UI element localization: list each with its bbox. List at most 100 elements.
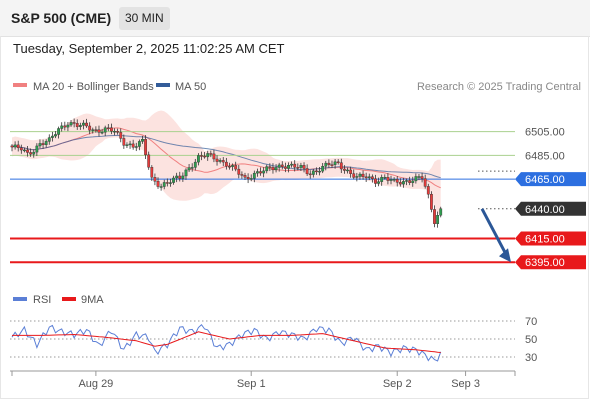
ma50-line [11,134,441,179]
candle-body [315,170,318,173]
candle [57,126,61,139]
candle-body [54,134,57,137]
candle [327,159,331,168]
candle-body [175,175,179,179]
candle [44,139,48,148]
price-tag-6415.00 [515,231,586,246]
candle [94,126,98,133]
candle [361,170,365,180]
candle [349,166,353,178]
candle-body [252,172,256,179]
candle-body [259,171,262,174]
candle-body [128,143,132,146]
candle-body [358,173,362,177]
candles [10,118,443,228]
candle [131,139,135,150]
copyright-label: Research © 2025 Trading Central [417,81,581,93]
candle-body [364,176,368,179]
candle [66,121,70,132]
candle-body [13,144,17,148]
candle-body [243,175,247,178]
candle [75,119,79,130]
candle [54,131,57,139]
candle-body [116,131,120,133]
candle [259,167,262,176]
rsi-level-label-70: 70 [525,316,537,328]
candle-body [60,125,64,129]
candle-body [296,167,300,169]
candle [268,163,272,172]
candle-body [209,153,213,155]
candle-body [246,177,250,180]
candle [103,125,107,137]
candle-body [283,166,287,169]
candle [343,165,346,174]
candle [218,158,222,164]
candle-body [433,209,436,224]
candle-body [277,164,281,168]
candle [88,122,92,135]
candle-body [172,177,175,183]
candle [280,161,284,170]
candle-body [57,128,61,135]
candle [256,168,259,177]
candle [91,127,95,134]
candle [374,174,377,187]
candle-body [144,139,147,156]
candle [433,205,436,228]
candle [169,178,172,187]
candle-body [389,179,393,181]
candle-body [88,125,92,131]
candle-body [383,176,387,179]
candle [277,162,281,172]
candle-body [75,123,79,127]
candle [352,169,356,180]
candle-body [299,165,303,168]
candle [137,139,141,151]
timestamp: Tuesday, September 2, 2025 11:02:25 AM C… [13,41,285,56]
candle [430,191,433,213]
candle [29,148,33,157]
candle-body [352,173,356,178]
candle [26,146,29,157]
candle-body [125,144,129,146]
candle-body [349,169,353,174]
candle [162,179,166,190]
symbol-title: S&P 500 (CME) [11,10,112,26]
candle [380,174,384,186]
candle-body [330,164,334,166]
candle-body [35,145,39,153]
candle [63,121,67,131]
timeframe-badge[interactable]: 30 MIN [119,7,170,30]
candle [308,170,312,179]
candle [224,157,228,170]
price-tags: 6505.00 6485.00 6465.00 6440.00 6415.00 6395.… [515,127,586,270]
candle-body [336,161,340,164]
candle [271,163,275,174]
candle [339,158,343,174]
candle [346,167,349,174]
candle-body [430,194,433,210]
candle-body [327,162,331,165]
candle [113,128,116,136]
x-tick-label-Sep 1: Sep 1 [237,378,266,390]
candle [106,124,110,132]
candle [395,176,399,187]
rsi-ma-legend-label: 9MA [81,294,104,306]
candle-body [200,155,203,157]
candle-body [374,178,377,184]
candle [69,120,73,127]
candle-body [280,164,284,167]
candle [147,151,151,170]
candle [178,171,182,182]
candle-body [228,166,231,168]
candle-body [212,153,216,160]
candle [50,131,54,142]
candle-body [94,129,98,131]
ma20-legend-swatch [13,83,27,87]
candle [196,153,200,166]
candle-body [44,141,48,145]
candle-body [150,167,154,178]
candle [187,164,191,172]
